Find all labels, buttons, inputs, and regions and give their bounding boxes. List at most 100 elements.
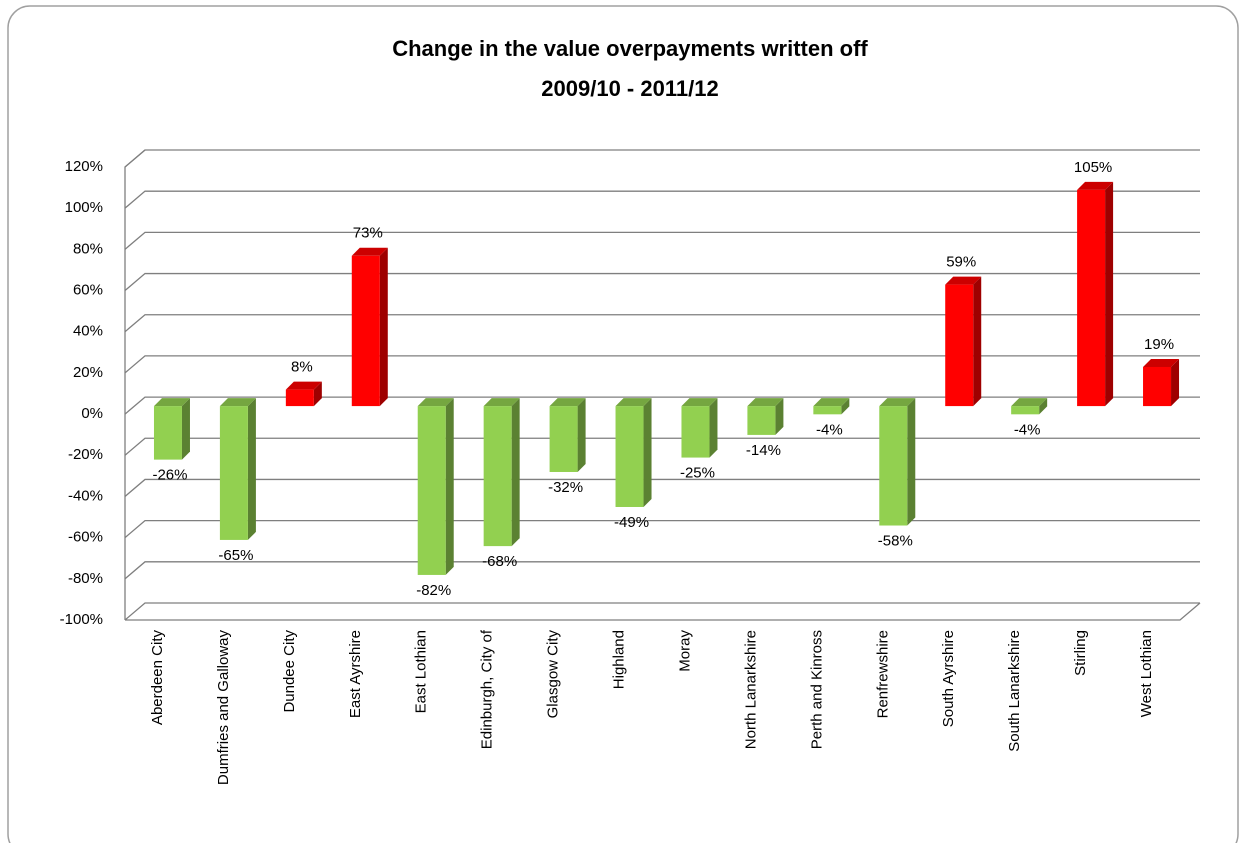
y-tick-label: -100%	[60, 611, 103, 628]
bar-top	[153, 398, 190, 407]
y-tick-label: 20%	[73, 364, 103, 381]
bar	[945, 284, 974, 407]
bar	[483, 406, 512, 547]
bar-side	[709, 398, 718, 458]
bar	[219, 406, 248, 540]
value-label: -26%	[152, 467, 187, 484]
grid-line	[124, 355, 1200, 374]
x-tick-label: Dundee City	[281, 630, 298, 713]
bar-top	[747, 398, 784, 407]
bar	[1077, 189, 1106, 407]
bar	[813, 406, 842, 415]
chart-subtitle: 2009/10 - 2011/12	[541, 76, 718, 101]
x-tick-label: Renfrewshire	[874, 630, 891, 718]
bar	[417, 406, 446, 575]
bar-top	[1143, 358, 1180, 367]
y-tick-label: 0%	[81, 405, 103, 422]
value-label: -49%	[614, 514, 649, 531]
bar	[681, 406, 710, 458]
grid-line	[124, 478, 1200, 497]
bar-side	[379, 247, 388, 407]
bar	[879, 406, 908, 526]
bar-top	[1077, 181, 1114, 190]
x-tick-label: South Lanarkshire	[1006, 630, 1023, 752]
y-tick-label: 100%	[65, 199, 103, 216]
bar-side	[841, 398, 850, 415]
x-tick-label: Glasgow City	[545, 630, 562, 719]
x-tick-label: Dumfries and Galloway	[215, 630, 232, 786]
bar-side	[973, 276, 982, 407]
bar-top	[813, 398, 850, 407]
bar-top	[681, 398, 718, 407]
y-tick-label: -60%	[68, 529, 103, 546]
bar	[747, 406, 776, 435]
value-label: 105%	[1074, 159, 1112, 176]
bar-side	[313, 381, 322, 407]
x-tick-label: Moray	[676, 630, 693, 672]
value-label: -4%	[816, 421, 843, 438]
y-tick-label: -20%	[68, 446, 103, 463]
value-label: 59%	[946, 254, 976, 271]
bar-top	[417, 398, 454, 407]
bar-side	[247, 398, 256, 540]
value-label: 19%	[1144, 336, 1174, 353]
value-label: -32%	[548, 479, 583, 496]
grid-line	[124, 396, 1200, 415]
bar-top	[945, 276, 982, 285]
bar-top	[549, 398, 586, 407]
grid-line	[124, 437, 1200, 456]
bar-side	[907, 398, 916, 526]
x-tick-label: North Lanarkshire	[742, 630, 759, 749]
x-tick-label: Perth and Kinross	[808, 630, 825, 749]
bar	[351, 255, 380, 407]
x-tick-label: East Lothian	[413, 630, 430, 713]
x-tick-label: West Lothian	[1138, 630, 1155, 717]
bar	[615, 406, 644, 507]
y-tick-label: 60%	[73, 282, 103, 299]
chart-title: Change in the value overpayments written…	[392, 36, 868, 61]
bar-side	[775, 398, 784, 435]
y-tick-label: -40%	[68, 487, 103, 504]
bar-side	[1039, 398, 1048, 415]
bar-side	[445, 398, 454, 575]
value-label: -14%	[746, 442, 781, 459]
grid-line	[124, 519, 1200, 539]
y-tick-label: 80%	[73, 240, 103, 257]
x-tick-label: East Ayrshire	[347, 630, 364, 718]
bar-side	[577, 398, 586, 472]
y-tick-label: 40%	[73, 323, 103, 340]
value-label: -25%	[680, 465, 715, 482]
grid-line	[124, 231, 1200, 250]
grid-line	[124, 190, 1200, 209]
grid-line	[124, 602, 1201, 621]
value-label: -4%	[1014, 421, 1041, 438]
value-label: 73%	[353, 225, 383, 242]
value-label: 8%	[291, 359, 313, 376]
value-label: -82%	[416, 582, 451, 599]
bar-top	[1011, 398, 1048, 407]
x-tick-label: Aberdeen City	[149, 630, 166, 726]
bar	[153, 406, 182, 460]
axis-line	[124, 149, 146, 620]
grid-line	[124, 314, 1200, 333]
bar-side	[181, 398, 190, 460]
bar-top	[351, 247, 388, 256]
value-label: -58%	[878, 532, 913, 549]
x-tick-label: Edinburgh, City of	[479, 629, 496, 749]
x-tick-label: South Ayrshire	[940, 630, 957, 727]
value-label: -68%	[482, 553, 517, 570]
x-tick-label: Highland	[611, 630, 628, 689]
bar-side	[511, 398, 520, 547]
bar-side	[643, 398, 652, 507]
bar-top	[219, 398, 256, 407]
bar-side	[1105, 181, 1114, 407]
y-tick-label: -80%	[68, 570, 103, 587]
grid-line	[124, 272, 1200, 292]
bar	[1143, 366, 1172, 407]
bar-side	[1171, 358, 1180, 407]
bar-top	[879, 398, 916, 407]
bar-top	[285, 381, 322, 390]
x-tick-label: Stirling	[1072, 630, 1089, 676]
bar-top	[615, 398, 652, 407]
